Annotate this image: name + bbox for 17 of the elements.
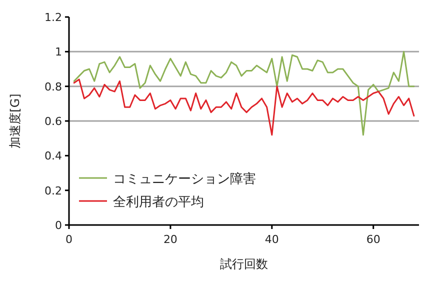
x-axis-title: 試行回数 (220, 257, 268, 271)
legend-label: 全利用者の平均 (113, 195, 204, 210)
line-series (73, 78, 415, 136)
line-series (73, 50, 415, 136)
y-tick-label: 1.2 (44, 11, 62, 24)
y-tick-label: 0 (55, 219, 62, 232)
x-tick-label: 0 (66, 233, 72, 246)
x-tick-label: 20 (163, 233, 178, 246)
x-tick-label: 60 (366, 233, 380, 246)
y-tick-label: 0.8 (44, 80, 62, 94)
y-tick-label: 0.6 (44, 115, 62, 128)
y-tick-label: 0.2 (44, 184, 62, 198)
y-tick-label: 1 (55, 46, 62, 59)
y-tick-label: 0.4 (44, 150, 62, 163)
legend-label: コミュニケーション障害 (113, 171, 256, 187)
y-axis-title: 加速度[G] (8, 94, 22, 148)
x-tick-label: 40 (264, 233, 279, 246)
